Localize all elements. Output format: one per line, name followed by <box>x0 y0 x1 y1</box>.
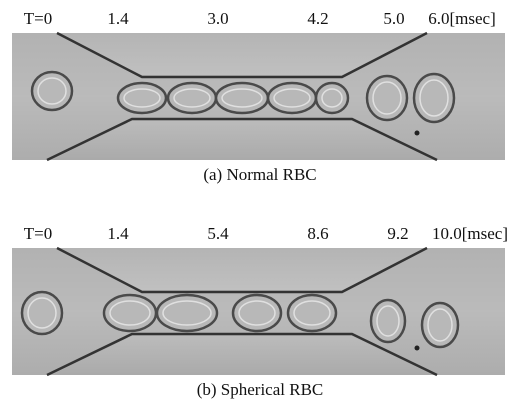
debris <box>415 346 420 351</box>
caption: (b) Spherical RBC <box>197 380 324 399</box>
panel: T=0 1.4 3.0 4.2 5.0 6.0[msec] (a) Normal RBC <box>12 9 505 184</box>
time-label: 3.0 <box>207 9 228 28</box>
time-label: 10.0[msec] <box>432 224 508 243</box>
cell <box>168 83 216 113</box>
time-label: 9.2 <box>387 224 408 243</box>
time-label: 4.2 <box>307 9 328 28</box>
time-label: T=0 <box>24 9 52 28</box>
debris <box>415 131 420 136</box>
figure-canvas: T=01.43.04.25.06.0[msec](a) Normal RBCT=… <box>0 0 521 406</box>
time-label: 1.4 <box>107 9 129 28</box>
caption: (a) Normal RBC <box>203 165 316 184</box>
cell <box>216 83 268 113</box>
time-label: T=0 <box>24 224 52 243</box>
time-label: 8.6 <box>307 224 328 243</box>
cell <box>268 83 316 113</box>
time-label: 6.0[msec] <box>428 9 496 28</box>
time-label: 5.0 <box>383 9 404 28</box>
micrograph <box>12 248 505 375</box>
panel: T=0 1.4 5.4 8.6 9.2 10.0[msec] (b) Spherical R… <box>12 224 508 399</box>
time-label: 5.4 <box>207 224 229 243</box>
figure: T=01.43.04.25.06.0[msec](a) Normal RBCT=… <box>0 0 521 406</box>
micrograph <box>12 33 505 160</box>
time-label: 1.4 <box>107 224 129 243</box>
cell <box>316 83 348 113</box>
cell <box>118 83 166 113</box>
